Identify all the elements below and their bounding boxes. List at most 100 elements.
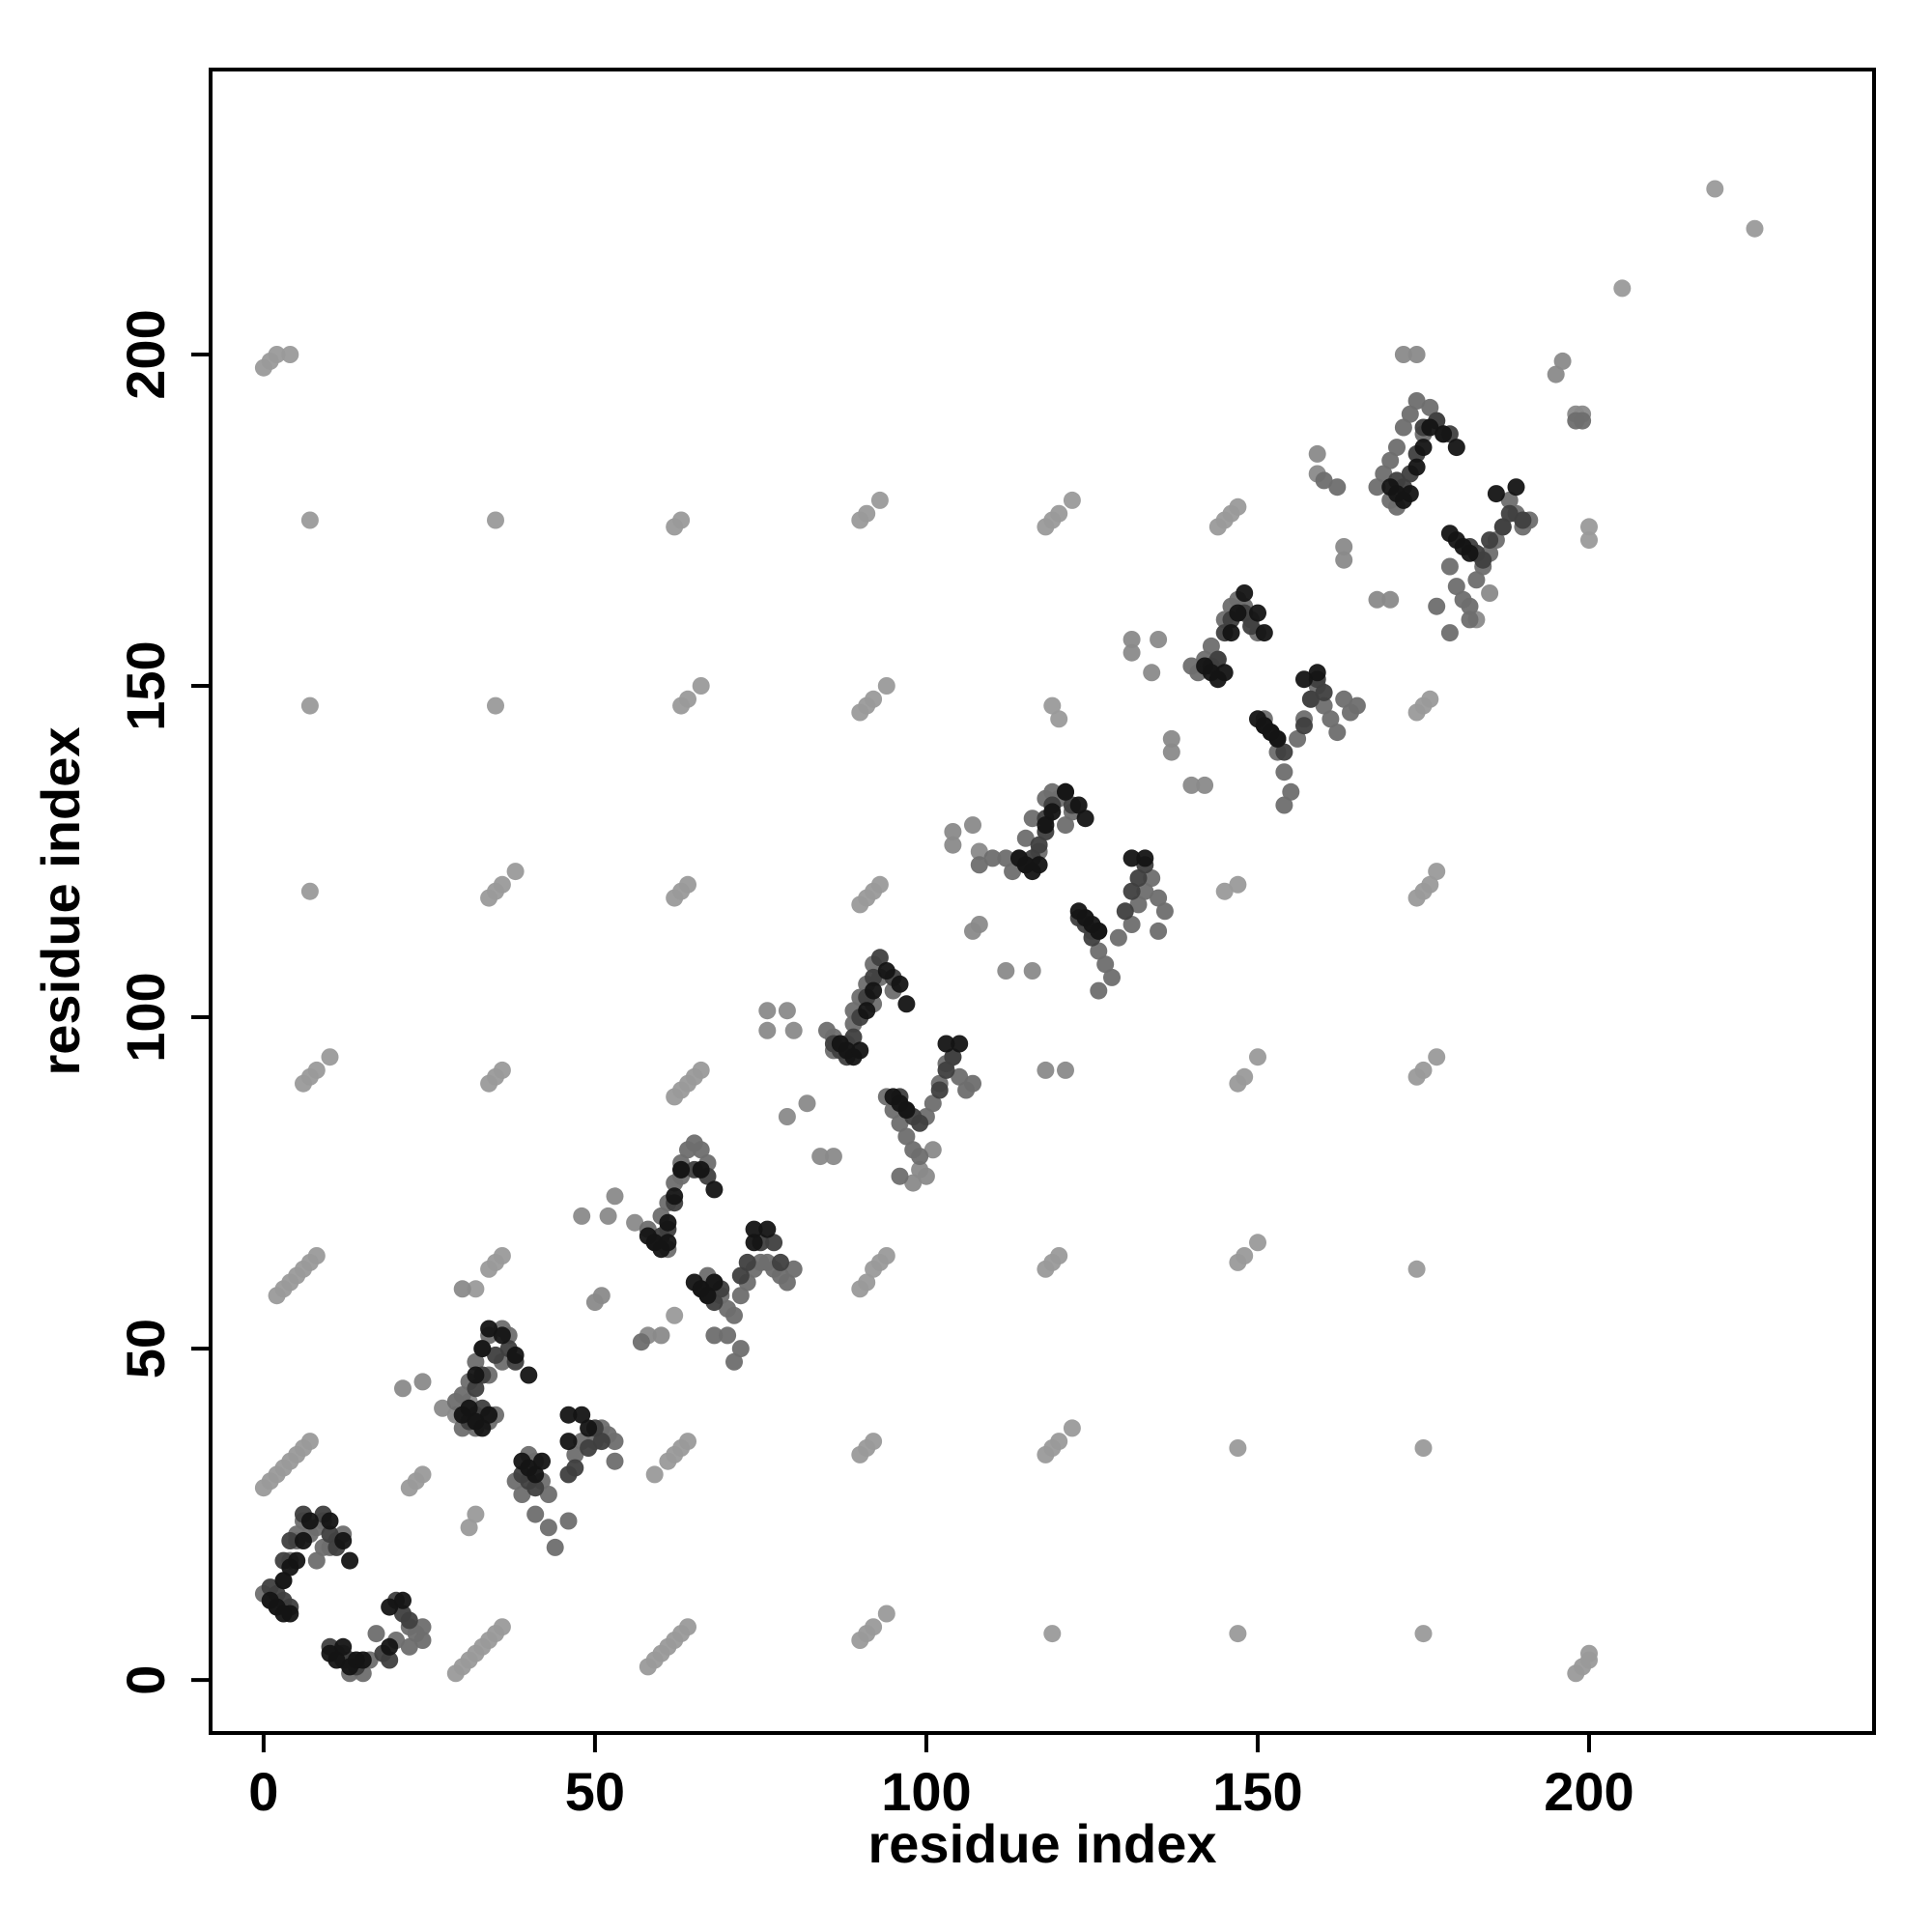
contact-point (1057, 782, 1074, 801)
contact-point (1043, 803, 1062, 821)
contact-point (705, 1273, 724, 1292)
contact-point (870, 491, 889, 509)
y-axis: 0 50 100 150 200 (115, 309, 211, 1695)
contact-point (824, 1148, 842, 1166)
contact-point (1090, 922, 1108, 940)
contact-point (341, 1551, 359, 1570)
contact-point (1255, 624, 1273, 642)
contact-point (546, 1538, 564, 1556)
contact-point (997, 962, 1015, 980)
contact-point (1050, 504, 1068, 523)
contact-point (400, 1637, 418, 1656)
contact-point (354, 1651, 372, 1669)
contact-point (394, 1591, 412, 1609)
contact-point (566, 1445, 584, 1463)
y-tick-label: 200 (115, 309, 176, 399)
x-tick-label: 150 (1212, 1761, 1302, 1822)
contact-point (1037, 1061, 1055, 1079)
contact-point (513, 1486, 531, 1503)
contact-point (1461, 597, 1479, 615)
contact-point (745, 1234, 763, 1252)
contact-point (1030, 856, 1048, 874)
contact-point (1368, 590, 1386, 609)
contact-point (300, 1512, 319, 1530)
contact-point (917, 1167, 935, 1185)
contact-point (877, 677, 895, 695)
contact-point (865, 968, 883, 986)
contact-point (506, 1346, 525, 1364)
contact-point (983, 849, 1002, 867)
contact-point (1381, 451, 1400, 469)
contact-point (1103, 968, 1121, 986)
contact-point (970, 842, 988, 861)
contact-point (659, 1213, 677, 1232)
contact-point (778, 1002, 796, 1020)
x-axis: 0 50 100 150 200 (248, 1733, 1634, 1822)
contact-point (539, 1519, 557, 1537)
contact-point (467, 1352, 485, 1371)
contact-point (1328, 478, 1347, 497)
contact-point (1407, 346, 1426, 363)
contact-point (672, 1160, 691, 1179)
contact-point (964, 1074, 981, 1093)
contact-point (951, 1067, 969, 1086)
contact-point (731, 1340, 750, 1358)
contact-point (944, 823, 962, 840)
contact-point (1155, 902, 1174, 921)
contact-point (1321, 710, 1340, 728)
contact-point (1467, 571, 1486, 589)
contact-point (1229, 604, 1247, 622)
contact-point (480, 1406, 498, 1424)
contact-point (573, 1207, 591, 1225)
contact-point (321, 1048, 339, 1066)
contact-point (1428, 863, 1446, 881)
contact-point (1236, 1247, 1254, 1264)
contact-point (930, 1081, 949, 1099)
contact-point (460, 1519, 478, 1537)
contact-point (731, 1287, 750, 1305)
contact-point (1421, 398, 1439, 416)
contact-point (307, 1247, 326, 1264)
contact-point (539, 1486, 557, 1503)
contact-point (559, 1433, 578, 1451)
contact-point (692, 1141, 710, 1159)
contact-point (1116, 902, 1134, 921)
contact-point (307, 1551, 326, 1570)
contact-point (1202, 637, 1220, 655)
contact-point (1481, 531, 1499, 550)
contact-point (559, 1406, 578, 1424)
contact-point (1435, 425, 1453, 443)
contact-point (1057, 1061, 1074, 1079)
contact-point (592, 1433, 611, 1451)
y-tick-label: 100 (115, 972, 176, 1062)
contact-point (911, 1148, 929, 1166)
contact-point (1375, 465, 1393, 483)
contact-point (1236, 584, 1254, 602)
contact-point (1368, 478, 1386, 497)
contact-point (672, 511, 691, 529)
contact-point (1057, 816, 1074, 835)
contact-point (281, 346, 299, 363)
y-tick-label: 150 (115, 640, 176, 730)
contact-point (1229, 1439, 1247, 1457)
contact-point (897, 1127, 916, 1146)
contact-point (559, 1512, 578, 1530)
contact-point (1553, 352, 1572, 370)
contact-point (300, 511, 319, 529)
contact-point (453, 1386, 471, 1405)
contact-point (1249, 604, 1266, 622)
contact-point (964, 922, 981, 940)
contact-point (1428, 597, 1446, 615)
contact-point (1196, 776, 1214, 794)
contact-point (811, 1148, 830, 1166)
contact-point (738, 1253, 756, 1271)
contact-point (1308, 444, 1326, 463)
contact-point (480, 1320, 498, 1338)
contact-point (692, 1160, 710, 1179)
contact-point (1289, 729, 1307, 748)
contact-point (659, 1234, 677, 1252)
contact-point (573, 1406, 591, 1424)
contact-point (381, 1598, 399, 1616)
contact-point (1076, 810, 1094, 828)
contact-point (533, 1452, 551, 1470)
